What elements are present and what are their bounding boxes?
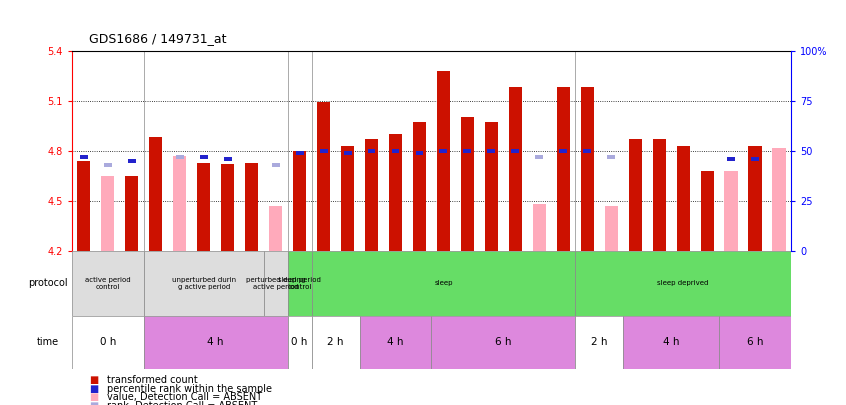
Bar xyxy=(341,146,354,251)
Text: 2 h: 2 h xyxy=(327,337,343,347)
Text: GDS1686 / 149731_at: GDS1686 / 149731_at xyxy=(89,32,227,45)
Bar xyxy=(583,149,591,153)
Bar xyxy=(223,157,232,161)
Bar xyxy=(413,122,426,251)
Bar xyxy=(125,176,139,251)
Bar xyxy=(431,316,575,369)
Bar xyxy=(508,87,522,251)
Bar xyxy=(511,149,519,153)
Bar xyxy=(439,149,448,153)
Bar xyxy=(77,161,91,251)
Text: 4 h: 4 h xyxy=(207,337,224,347)
Bar xyxy=(772,147,786,251)
Bar xyxy=(485,122,498,251)
Bar xyxy=(575,316,624,369)
Bar xyxy=(288,251,311,316)
Text: sleep period
control: sleep period control xyxy=(278,277,321,290)
Bar xyxy=(533,205,546,251)
Text: protocol: protocol xyxy=(28,279,68,288)
Bar xyxy=(437,71,450,251)
Bar xyxy=(629,139,642,251)
Bar xyxy=(700,171,714,251)
Bar xyxy=(557,87,570,251)
Bar xyxy=(487,149,496,153)
Bar xyxy=(580,87,594,251)
Bar xyxy=(464,149,471,153)
Bar xyxy=(144,316,288,369)
Text: 0 h: 0 h xyxy=(291,337,308,347)
Bar xyxy=(727,157,735,161)
Bar xyxy=(389,134,402,251)
Bar xyxy=(104,163,112,167)
Text: active period
control: active period control xyxy=(85,277,130,290)
Bar xyxy=(128,159,136,163)
Bar xyxy=(624,316,719,369)
Bar xyxy=(751,157,759,161)
Bar xyxy=(245,162,258,251)
Bar xyxy=(221,164,234,251)
Bar xyxy=(605,206,618,251)
Bar xyxy=(293,151,306,251)
Text: 0 h: 0 h xyxy=(100,337,116,347)
Bar xyxy=(749,146,761,251)
Bar xyxy=(149,138,162,251)
Text: sleep deprived: sleep deprived xyxy=(657,281,709,286)
Bar xyxy=(724,171,738,251)
Bar xyxy=(392,149,399,153)
Bar xyxy=(652,139,666,251)
Bar xyxy=(144,251,264,316)
Bar xyxy=(677,146,689,251)
Bar xyxy=(360,316,431,369)
Bar xyxy=(272,163,280,167)
Text: ■: ■ xyxy=(89,384,98,394)
Bar xyxy=(575,251,791,316)
Text: 4 h: 4 h xyxy=(387,337,404,347)
Bar xyxy=(311,251,575,316)
Bar xyxy=(559,149,568,153)
Bar xyxy=(80,155,88,159)
Text: sleep: sleep xyxy=(434,281,453,286)
Text: unperturbed durin
g active period: unperturbed durin g active period xyxy=(172,277,236,290)
Bar xyxy=(269,206,283,251)
Text: ■: ■ xyxy=(89,392,98,403)
Text: rank, Detection Call = ABSENT: rank, Detection Call = ABSENT xyxy=(107,401,258,405)
Text: ■: ■ xyxy=(89,375,98,385)
Bar xyxy=(415,151,424,155)
Bar xyxy=(719,316,791,369)
Bar xyxy=(461,117,474,251)
Bar xyxy=(200,155,208,159)
Bar xyxy=(536,155,543,159)
Bar xyxy=(288,316,311,369)
Bar xyxy=(311,316,360,369)
Bar xyxy=(173,156,186,251)
Bar xyxy=(317,102,330,251)
Bar xyxy=(367,149,376,153)
Bar xyxy=(197,162,211,251)
Bar xyxy=(72,316,144,369)
Bar xyxy=(343,151,352,155)
Text: value, Detection Call = ABSENT: value, Detection Call = ABSENT xyxy=(107,392,262,403)
Text: ■: ■ xyxy=(89,401,98,405)
Bar xyxy=(295,151,304,155)
Bar xyxy=(102,176,114,251)
Bar xyxy=(72,251,144,316)
Text: perturbed during
active period: perturbed during active period xyxy=(246,277,305,290)
Bar xyxy=(365,139,378,251)
Text: percentile rank within the sample: percentile rank within the sample xyxy=(107,384,272,394)
Text: 6 h: 6 h xyxy=(495,337,512,347)
Text: 6 h: 6 h xyxy=(747,337,763,347)
Bar xyxy=(320,149,327,153)
Bar xyxy=(264,251,288,316)
Bar xyxy=(607,155,615,159)
Text: 4 h: 4 h xyxy=(663,337,679,347)
Bar xyxy=(176,155,184,159)
Text: transformed count: transformed count xyxy=(107,375,198,385)
Text: time: time xyxy=(37,337,59,347)
Text: 2 h: 2 h xyxy=(591,337,607,347)
